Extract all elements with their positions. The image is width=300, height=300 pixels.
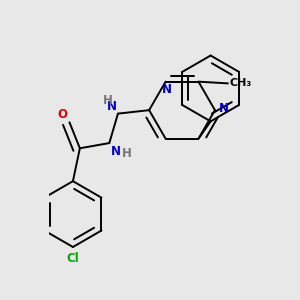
Text: Cl: Cl	[67, 252, 79, 265]
Text: N: N	[218, 102, 228, 115]
Text: H: H	[103, 94, 112, 107]
Text: H: H	[122, 146, 131, 160]
Text: CH₃: CH₃	[230, 78, 252, 88]
Text: N: N	[107, 100, 117, 113]
Text: O: O	[58, 108, 68, 121]
Text: N: N	[111, 145, 121, 158]
Text: N: N	[162, 83, 172, 96]
